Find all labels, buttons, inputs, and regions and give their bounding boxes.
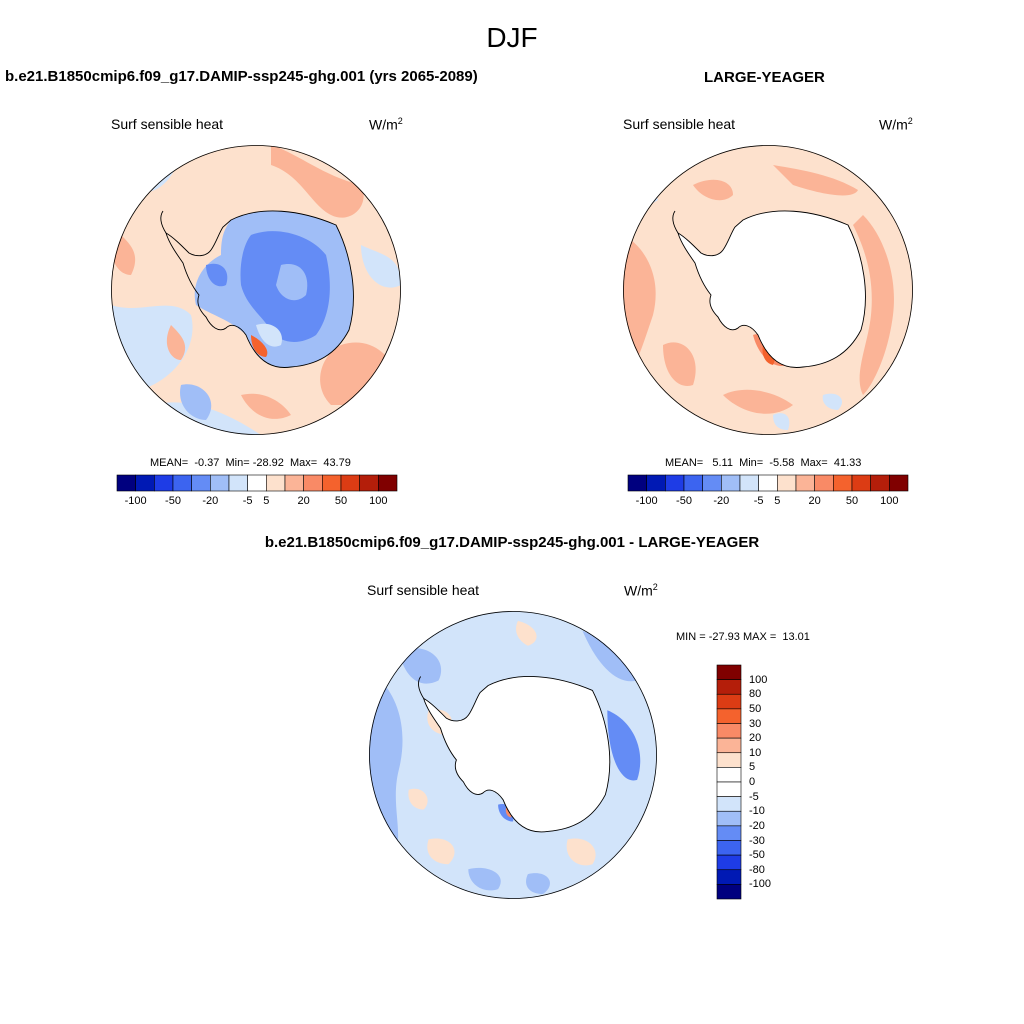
colorbar-tick-label: 50 <box>845 495 859 507</box>
colorbar-tick-label: -50 <box>676 495 692 507</box>
panel-2-colorbar-labels: -100 -50 -20 -5 5 20 50 100 <box>628 495 908 509</box>
colorbar-swatch <box>716 825 742 841</box>
colorbar-tick-label: 50 <box>749 702 762 715</box>
panel-1-variable-label: Surf sensible heat <box>111 116 224 132</box>
colorbar-tick-label: 20 <box>749 732 762 745</box>
panel-1-colorbar <box>116 474 398 492</box>
colorbar-swatch <box>247 474 267 492</box>
panel-3-title: b.e21.B1850cmip6.f09_g17.DAMIP-ssp245-gh… <box>264 534 760 551</box>
panel-2-title: LARGE-YEAGER <box>704 69 825 86</box>
colorbar-tick-label: -50 <box>749 849 765 862</box>
panel-1-map <box>111 145 401 435</box>
colorbar-swatch <box>716 737 742 754</box>
colorbar-tick-label: -10 <box>749 805 765 818</box>
colorbar-swatch <box>716 781 742 797</box>
panel-3-colorbar <box>716 664 742 900</box>
colorbar-swatch <box>716 854 742 871</box>
panel-3-variable-label: Surf sensible heat <box>367 582 480 598</box>
panel-3-colorbar-labels: 100 80 50 30 20 10 5 0 -5 -10 -20 -30 -50 -80 -100 <box>749 665 789 899</box>
colorbar-swatch <box>716 708 742 724</box>
colorbar-tick-label: 5 <box>263 495 270 507</box>
colorbar-tick-label: -30 <box>749 834 765 847</box>
colorbar-swatch <box>135 474 155 492</box>
colorbar-swatch <box>889 474 909 492</box>
panel-1-title: b.e21.B1850cmip6.f09_g17.DAMIP-ssp245-gh… <box>5 68 478 85</box>
colorbar-tick-label: 0 <box>749 776 756 788</box>
colorbar-tick-label: -20 <box>713 495 730 507</box>
colorbar-tick-label: 20 <box>808 495 821 507</box>
colorbar-swatch <box>665 474 685 492</box>
colorbar-swatch <box>172 474 192 492</box>
panel-3-units-label: W/m2 <box>624 582 658 599</box>
colorbar-tick-label: 10 <box>749 746 762 759</box>
panel-3-map <box>369 611 657 899</box>
colorbar-swatch <box>833 474 853 492</box>
colorbar-tick-label: -5 <box>753 495 764 507</box>
figure-title: DJF <box>486 22 538 53</box>
colorbar-swatch <box>851 474 871 492</box>
colorbar-swatch <box>716 869 742 885</box>
colorbar-swatch <box>716 693 742 710</box>
colorbar-swatch <box>795 474 815 492</box>
colorbar-tick-label: 100 <box>369 495 388 507</box>
panel-1-colorbar-labels: -100 -50 -20 -5 5 20 50 100 <box>117 495 397 509</box>
colorbar-tick-label: -100 <box>635 495 658 507</box>
colorbar-tick-label: -20 <box>749 819 765 832</box>
colorbar-tick-label: 80 <box>749 688 762 701</box>
colorbar-tick-label: 5 <box>774 495 781 507</box>
panel-2-colorbar <box>627 474 909 492</box>
colorbar-swatch <box>378 474 398 492</box>
panel-2-units-label: W/m2 <box>879 116 913 133</box>
colorbar-tick-label: -100 <box>124 495 147 507</box>
colorbar-swatch <box>646 474 666 492</box>
colorbar-tick-label: 5 <box>749 761 756 774</box>
colorbar-tick-label: -5 <box>242 495 253 507</box>
panel-1-units-label: W/m2 <box>369 116 403 133</box>
colorbar-tick-label: 20 <box>297 495 310 507</box>
colorbar-swatch <box>758 474 778 492</box>
colorbar-swatch <box>702 474 722 492</box>
colorbar-swatch <box>777 474 797 492</box>
colorbar-tick-label: -50 <box>165 495 181 507</box>
colorbar-swatch <box>716 752 742 768</box>
colorbar-tick-label: 100 <box>880 495 899 507</box>
colorbar-swatch <box>191 474 211 492</box>
colorbar-swatch <box>814 474 834 492</box>
colorbar-tick-label: -80 <box>749 863 765 876</box>
colorbar-swatch <box>739 474 759 492</box>
colorbar-tick-label: 30 <box>749 717 762 730</box>
colorbar-swatch <box>716 664 742 680</box>
colorbar-swatch <box>266 474 286 492</box>
panel-2-stats: MEAN= 5.11 Min= -5.58 Max= 41.33 <box>665 457 862 469</box>
colorbar-tick-label: -20 <box>202 495 219 507</box>
colorbar-swatch <box>683 474 703 492</box>
colorbar-swatch <box>359 474 379 492</box>
colorbar-swatch <box>322 474 342 492</box>
colorbar-swatch <box>721 474 741 492</box>
colorbar-swatch <box>116 474 136 492</box>
colorbar-tick-label: -100 <box>749 878 772 891</box>
panel-1-stats: MEAN= -0.37 Min= -28.92 Max= 43.79 <box>150 457 351 469</box>
colorbar-tick-label: -5 <box>749 790 759 803</box>
colorbar-swatch <box>228 474 248 492</box>
colorbar-swatch <box>154 474 174 492</box>
colorbar-swatch <box>284 474 304 492</box>
colorbar-swatch <box>716 679 742 695</box>
colorbar-swatch <box>210 474 230 492</box>
colorbar-swatch <box>340 474 360 492</box>
colorbar-tick-label: 50 <box>334 495 348 507</box>
colorbar-swatch <box>716 810 742 827</box>
colorbar-swatch <box>627 474 647 492</box>
colorbar-swatch <box>716 840 742 856</box>
colorbar-swatch <box>716 796 742 812</box>
colorbar-swatch <box>303 474 323 492</box>
panel-2-variable-label: Surf sensible heat <box>623 116 736 132</box>
panel-2-map <box>623 145 913 435</box>
panel-3-stats: MIN = -27.93 MAX = 13.01 <box>676 631 810 643</box>
colorbar-swatch <box>716 723 742 739</box>
colorbar-swatch <box>716 884 742 900</box>
colorbar-swatch <box>716 767 742 783</box>
colorbar-swatch <box>870 474 890 492</box>
colorbar-tick-label: 100 <box>749 673 768 686</box>
